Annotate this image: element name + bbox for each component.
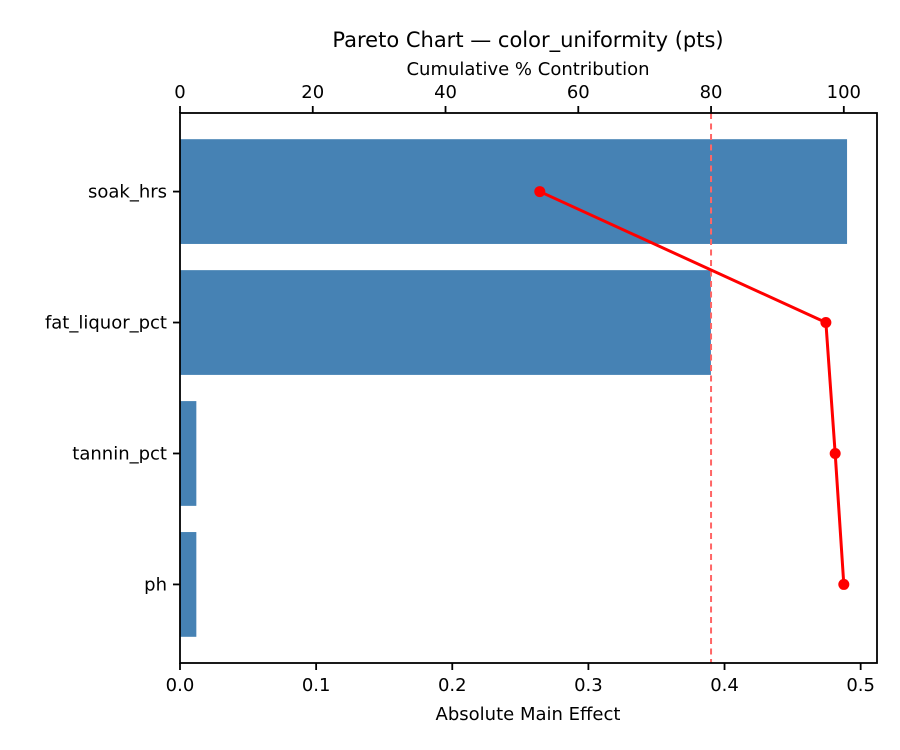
bar-tannin_pct xyxy=(180,401,197,506)
x-top-tick-label: 40 xyxy=(434,82,457,103)
x-top-tick-label: 20 xyxy=(301,82,324,103)
cumulative-point-ph xyxy=(838,578,850,590)
y-tick-label-soak_hrs: soak_hrs xyxy=(88,182,167,203)
bar-soak_hrs xyxy=(180,139,848,244)
bottom-axis-label: Absolute Main Effect xyxy=(436,704,621,725)
axes-group: 0.0 0.1 0.2 0.3 0.4 0.5 0 20 40 60 80 100 soak_hrsfa… xyxy=(45,82,878,696)
x-bottom-tick-label: 0.3 xyxy=(574,675,603,696)
top-axis-label: Cumulative % Contribution xyxy=(406,59,649,80)
cumulative-point-fat_liquor_pct xyxy=(820,317,832,329)
y-tick-label-fat_liquor_pct: fat_liquor_pct xyxy=(45,313,167,334)
y-tick-label-ph: ph xyxy=(144,574,167,595)
cumulative-point-tannin_pct xyxy=(829,447,841,459)
x-bottom-tick-label: 0.0 xyxy=(166,675,195,696)
bar-fat_liquor_pct xyxy=(180,270,711,375)
x-bottom-tick-label: 0.5 xyxy=(846,675,875,696)
x-bottom-tick-label: 0.4 xyxy=(710,675,739,696)
bars-group xyxy=(180,139,848,637)
x-bottom-tick-label: 0.1 xyxy=(302,675,331,696)
x-top-tick-label: 100 xyxy=(827,82,861,103)
chart-title: Pareto Chart — color_uniformity (pts) xyxy=(332,28,723,53)
y-tick-label-tannin_pct: tannin_pct xyxy=(72,443,167,464)
bar-ph xyxy=(180,532,197,637)
cumulative-line-group xyxy=(534,186,850,590)
cumulative-point-soak_hrs xyxy=(534,186,546,198)
plot-frame xyxy=(179,112,878,664)
x-top-tick-label: 60 xyxy=(567,82,590,103)
x-top-tick-label: 0 xyxy=(174,82,185,103)
x-bottom-tick-label: 0.2 xyxy=(438,675,467,696)
cumulative-line xyxy=(539,190,846,585)
x-top-tick-label: 80 xyxy=(700,82,723,103)
